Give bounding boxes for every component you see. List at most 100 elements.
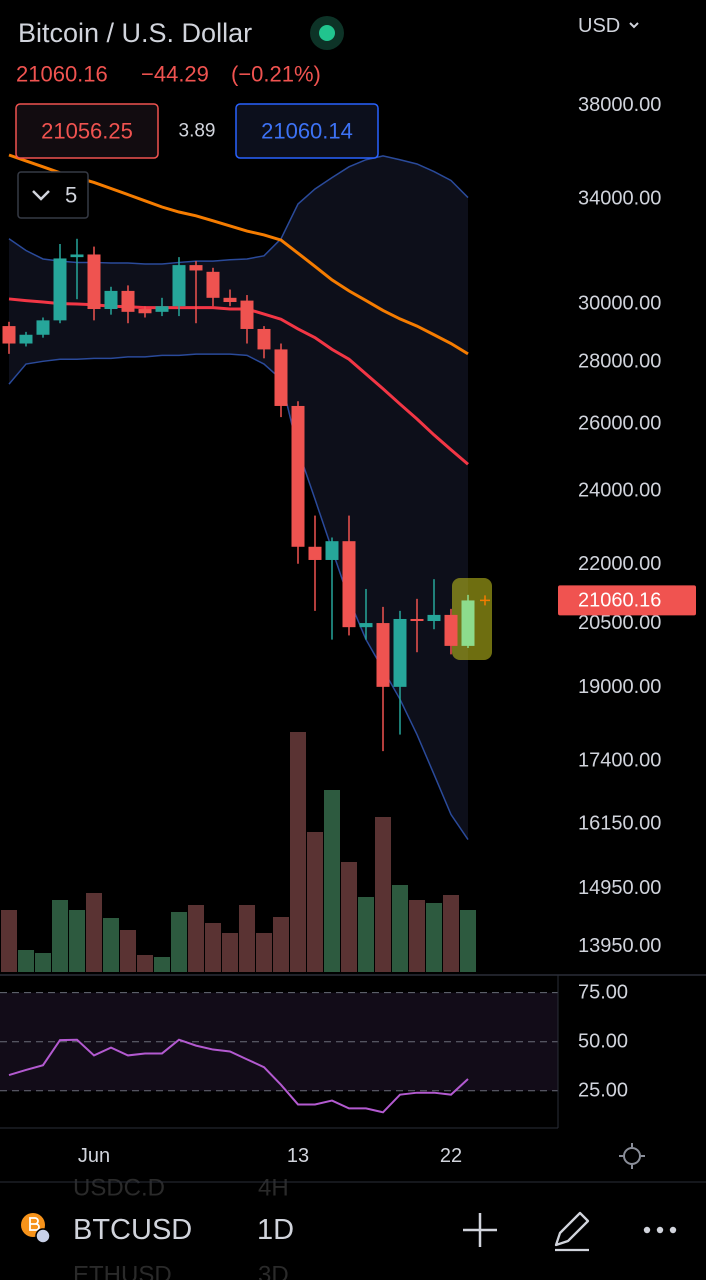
y-tick-label: 30000.00	[578, 292, 661, 314]
candle-body	[104, 290, 118, 310]
candle-body	[376, 623, 390, 687]
volume-bar	[409, 900, 425, 972]
volume-bar	[188, 905, 204, 972]
indicators-toggle[interactable]	[17, 171, 89, 219]
price-change-pct: (−0.21%)	[231, 62, 321, 87]
volume-bar	[392, 885, 408, 972]
band-lower	[8, 353, 469, 840]
candle-body	[257, 328, 271, 350]
candle-body	[342, 541, 356, 628]
candle-body	[444, 614, 458, 646]
price-change: −44.29	[141, 62, 209, 87]
volume-bar	[239, 905, 255, 972]
plot-overlay: 38000.00 34000.00 30000.00 28000.00 26000.00…	[0, 94, 696, 1167]
rsi-line	[8, 1038, 469, 1114]
band-upper	[8, 155, 469, 265]
candle-body	[189, 265, 203, 271]
add-button[interactable]	[463, 1213, 497, 1247]
candle-body	[308, 546, 322, 560]
candle-body	[410, 618, 424, 622]
candle-body	[206, 271, 220, 298]
symbol-button[interactable]: BTCUSD	[73, 1214, 192, 1246]
volume-bar	[103, 918, 119, 972]
volume-bar	[154, 957, 170, 972]
currency[interactable]: USD	[578, 15, 620, 37]
x-tick-label: Jun	[78, 1145, 110, 1167]
volume-bar	[375, 817, 391, 972]
ghost-interval: 4H	[258, 1175, 289, 1202]
volume-bar	[460, 910, 476, 972]
currency-chevron	[629, 22, 639, 29]
last-price-label: 21060.16	[578, 589, 661, 611]
y-tick-label: 38000.00	[578, 94, 661, 116]
price-pane	[1, 153, 476, 972]
volume-bar	[358, 897, 374, 972]
volume-bar	[171, 912, 187, 972]
volume-bar	[137, 955, 153, 972]
sell-button[interactable]	[15, 103, 159, 159]
x-tick-label: 22	[440, 1145, 462, 1167]
volume-bar	[443, 895, 459, 972]
volume-bar	[324, 790, 340, 972]
volume-bar	[205, 923, 221, 972]
candle-body	[393, 618, 407, 687]
interval-button[interactable]: 1D	[257, 1214, 294, 1246]
buy-button[interactable]	[235, 103, 379, 159]
ask-price: 21060.14	[261, 119, 353, 144]
candle-body	[138, 309, 152, 314]
y-tick-label: 24000.00	[578, 480, 661, 502]
status-dot	[319, 25, 335, 41]
symbol-title: Bitcoin / U.S. Dollar	[18, 18, 252, 48]
draw-button[interactable]	[554, 1211, 590, 1252]
candle-body	[53, 258, 67, 321]
last-price-box	[558, 585, 696, 616]
price-marker	[480, 595, 490, 606]
candle-body	[223, 297, 237, 302]
y-tick-label: 28000.00	[578, 350, 661, 372]
btc-glyph	[29, 1217, 40, 1231]
candle-body	[325, 541, 339, 560]
y-tick-label: 19000.00	[578, 676, 661, 698]
rsi-tick-label: 50.00	[578, 1031, 628, 1053]
volume-bar	[256, 933, 272, 972]
candle-body	[36, 320, 50, 335]
usd-flag	[35, 1228, 51, 1244]
y-tick-label: 17400.00	[578, 750, 661, 772]
volume-bar	[290, 732, 306, 972]
volume-bar	[69, 910, 85, 972]
volume-bar	[341, 862, 357, 972]
candle-body	[2, 326, 16, 344]
volume-bar	[273, 917, 289, 972]
candle-body	[87, 254, 101, 310]
candle-body	[427, 614, 441, 622]
candle-body	[155, 306, 169, 312]
rsi-tick-label: 75.00	[578, 982, 628, 1004]
y-tick-label: 20500.00	[578, 612, 661, 634]
candle-body	[70, 254, 84, 258]
candle-body	[359, 623, 373, 628]
candle-body	[291, 405, 305, 547]
indicators-count: 5	[65, 183, 77, 208]
ghost-interval: 3D	[258, 1262, 289, 1280]
last-price: 21060.16	[16, 62, 108, 87]
ghost-symbol: ETHUSD	[73, 1262, 172, 1280]
candle-body	[19, 334, 33, 344]
y-tick-label: 22000.00	[578, 553, 661, 575]
volume-bar	[120, 930, 136, 972]
candle-body	[240, 300, 254, 329]
volume-bar	[52, 900, 68, 972]
y-tick-label: 26000.00	[578, 413, 661, 435]
y-tick-label: 14950.00	[578, 877, 661, 899]
chevron-icon	[32, 190, 50, 201]
more-button[interactable]	[643, 1226, 677, 1234]
ghost-symbol: USDC.D	[73, 1175, 165, 1202]
moving-average	[8, 297, 469, 466]
candle-body	[172, 265, 186, 307]
volume-bar	[35, 953, 51, 972]
settings-icon[interactable]	[623, 1147, 641, 1165]
bid-price: 21056.25	[41, 119, 133, 144]
y-tick-label: 13950.00	[578, 935, 661, 957]
volume-bar	[1, 910, 17, 972]
band-fill	[9, 155, 468, 840]
